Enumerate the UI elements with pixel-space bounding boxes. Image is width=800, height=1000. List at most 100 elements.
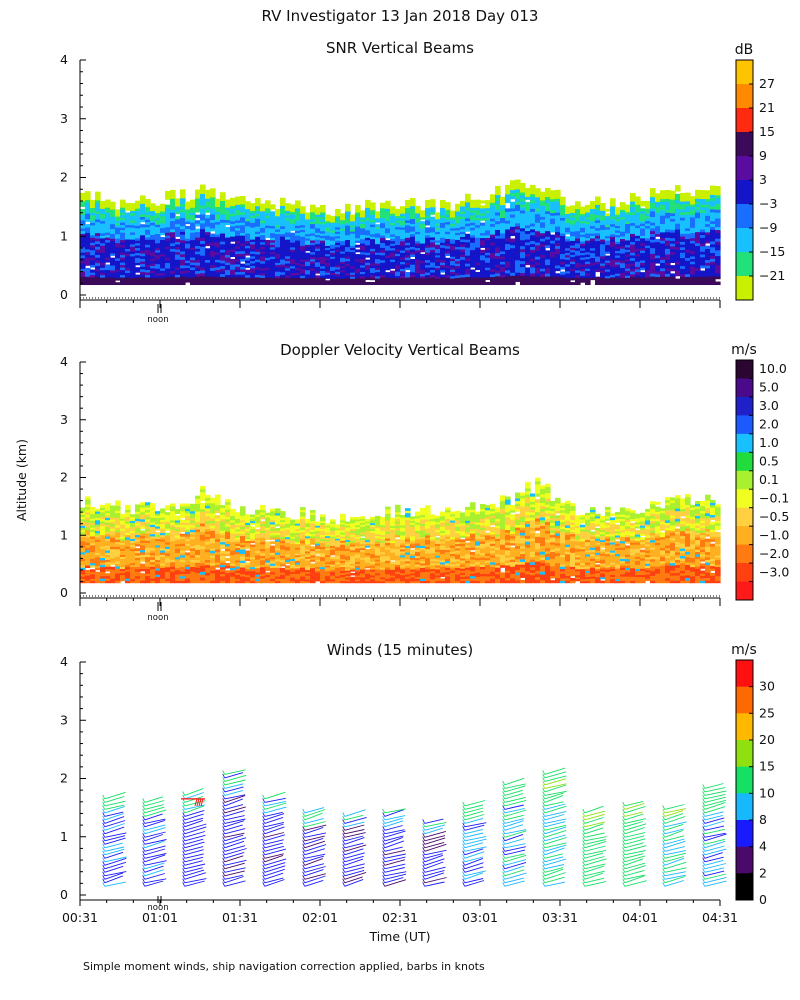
wind-barb (624, 845, 647, 852)
wind-barb (344, 855, 364, 863)
wind-barb (544, 805, 567, 814)
wind-barb (664, 838, 685, 845)
wind-barb (224, 794, 246, 800)
wind-barb (544, 829, 567, 838)
wind-barb (224, 867, 246, 873)
wind-barb (704, 790, 727, 796)
wind-barb (624, 821, 643, 828)
wind-barb (184, 841, 205, 849)
wind-barb (704, 828, 725, 835)
wind-barb (624, 874, 646, 880)
colorbar-label: −15 (759, 244, 785, 259)
colorbar-swatch (736, 793, 753, 821)
wind-barb (264, 865, 286, 873)
wind-barb (424, 858, 445, 866)
wind-barb (504, 854, 527, 863)
wind-barb (144, 873, 166, 880)
wind-barb (504, 880, 525, 887)
wind-barb (624, 855, 646, 863)
wind-barb (624, 838, 646, 845)
colorbar-swatch (736, 713, 753, 741)
wind-barb (504, 869, 525, 877)
y-axis-label: Altitude (km) (14, 439, 29, 521)
colorbar-swatch (736, 204, 753, 229)
wind-barb (424, 837, 446, 845)
wind-barb (624, 823, 647, 831)
colorbar-swatch (736, 470, 753, 490)
colorbar-swatch (736, 378, 753, 398)
wind-barb (104, 865, 124, 873)
wind-barb (304, 821, 327, 828)
wind-barb (544, 771, 567, 779)
wind-barb (464, 857, 484, 866)
wind-barb (104, 816, 125, 824)
wind-barb (224, 845, 246, 852)
colorbar-swatch (736, 820, 753, 848)
colorbar-label: 0 (759, 892, 767, 907)
wind-barb (144, 804, 164, 810)
colorbar-label: 25 (759, 705, 775, 720)
wind-barb (504, 820, 524, 828)
wind-barb (504, 789, 523, 796)
wind-barb (424, 843, 447, 852)
wind-barb (264, 797, 286, 803)
wind-barb (544, 784, 567, 793)
wind-barb (584, 810, 606, 817)
wind-barb (544, 847, 565, 856)
wind-barb (144, 869, 164, 877)
panel-title: Doppler Velocity Vertical Beams (280, 341, 520, 359)
wind-barb (424, 853, 443, 859)
y-tick-label: 3 (60, 712, 68, 727)
wind-barb (704, 793, 726, 800)
wind-barb (184, 817, 204, 824)
wind-barb (504, 859, 527, 866)
wind-barb (264, 848, 287, 856)
colorbar-label: −3.0 (759, 564, 789, 579)
wind-barb (424, 830, 447, 838)
wind-barb (544, 778, 567, 786)
wind-barb (664, 856, 684, 863)
wind-barb (664, 823, 684, 831)
colorbar-label: −9 (759, 220, 777, 235)
wind-barb (144, 818, 166, 824)
wind-barb (664, 876, 686, 884)
wind-barb (264, 813, 285, 821)
colorbar-label: −2.0 (759, 546, 789, 561)
wind-barb (224, 804, 244, 810)
colorbar-unit: m/s (731, 342, 757, 358)
wind-barb (664, 874, 687, 880)
wind-barb (264, 816, 284, 824)
y-tick-label: 0 (60, 585, 68, 600)
wind-barb (184, 846, 204, 852)
wind-barb (424, 872, 444, 880)
wind-barb (504, 861, 527, 870)
wind-barb (184, 872, 206, 880)
wind-barb (504, 796, 526, 803)
wind-barb (584, 849, 607, 856)
wind-barb (544, 853, 563, 859)
wind-barb (464, 848, 484, 856)
wind-barb (464, 817, 484, 824)
wind-barb (704, 840, 726, 849)
wind-barb (664, 857, 685, 866)
wind-barb (384, 829, 405, 835)
wind-barb (544, 814, 565, 821)
y-tick-label: 2 (60, 771, 68, 786)
wind-barb (104, 812, 124, 821)
wind-barb (224, 876, 244, 884)
wind-barb (544, 842, 567, 849)
wind-barb (344, 814, 364, 821)
colorbar-label: −0.5 (759, 509, 789, 524)
wind-barb (464, 846, 487, 852)
wind-barb (384, 879, 407, 887)
wind-barb (304, 855, 325, 863)
wind-barb (384, 859, 406, 866)
wind-barb (184, 809, 205, 817)
wind-barb (224, 818, 246, 824)
wind-barb (504, 783, 526, 789)
wind-barb (104, 875, 123, 884)
wind-barb (584, 856, 605, 863)
wind-barb (624, 875, 645, 884)
colorbar-swatch (736, 180, 753, 205)
wind-barb (704, 801, 726, 810)
